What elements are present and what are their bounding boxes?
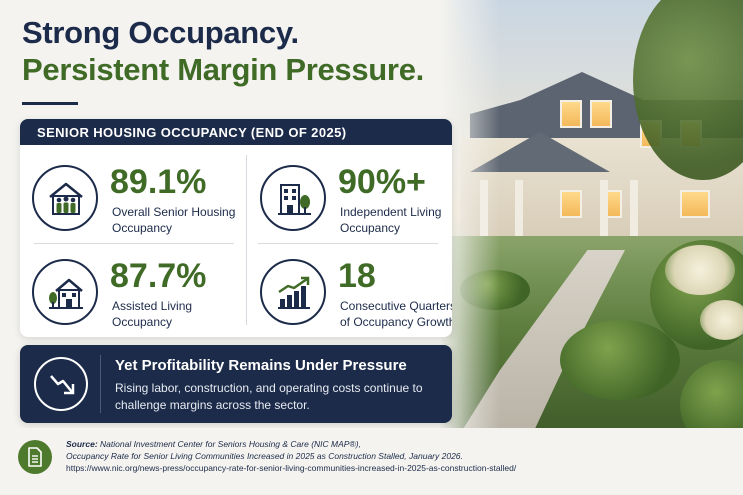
building-tree-icon (260, 165, 326, 231)
hero-photo (440, 0, 743, 440)
stat-consecutive-quarters: 18 Consecutive Quarters of Occupancy Gro… (248, 243, 452, 333)
document-icon (18, 440, 52, 474)
divider (100, 355, 101, 413)
title-underline (22, 102, 78, 105)
stat-label: Overall Senior Housing Occupancy (112, 205, 236, 235)
source-footer: Source: National Investment Center for S… (0, 428, 743, 495)
stat-value: 89.1% (110, 163, 207, 201)
home-tree-icon (32, 259, 98, 325)
page-title: Strong Occupancy. Persistent Margin Pres… (22, 14, 462, 88)
stat-label: Independent Living Occupancy (340, 205, 442, 235)
stat-value: 18 (338, 257, 376, 295)
stat-independent-living: 90%+ Independent Living Occupancy (248, 149, 452, 239)
stat-label: Consecutive Quarters of Occupancy Growth (340, 299, 452, 329)
occupancy-panel: SENIOR HOUSING OCCUPANCY (END OF 2025) 8… (20, 119, 452, 337)
family-house-icon (32, 165, 98, 231)
source-text: Source: National Investment Center for S… (66, 438, 736, 474)
source-lead: Source: (66, 439, 98, 449)
stat-value: 90%+ (338, 163, 426, 201)
stat-label: Assisted Living Occupancy (112, 299, 193, 329)
stat-assisted-living: 87.7% Assisted Living Occupancy (20, 243, 230, 333)
divider (246, 155, 247, 325)
stat-value: 87.7% (110, 257, 207, 295)
banner-body: Rising labor, construction, and operatin… (115, 381, 423, 412)
stat-overall-occupancy: 89.1% Overall Senior Housing Occupancy (20, 149, 235, 239)
profitability-banner: Yet Profitability Remains Under Pressure… (20, 345, 452, 423)
panel-title: SENIOR HOUSING OCCUPANCY (END OF 2025) (20, 119, 452, 145)
headline-line-2: Persistent Margin Pressure. (22, 52, 424, 87)
banner-title: Yet Profitability Remains Under Pressure (115, 357, 407, 374)
trend-down-icon (34, 357, 88, 411)
divider (258, 243, 438, 244)
divider (34, 243, 234, 244)
source-url-link[interactable]: https://www.nic.org/news-press/occupancy… (66, 463, 517, 473)
bar-chart-growth-icon (260, 259, 326, 325)
headline-line-1: Strong Occupancy. (22, 15, 299, 50)
source-line-2: Occupancy Rate for Senior Living Communi… (66, 451, 463, 461)
source-line-1: National Investment Center for Seniors H… (97, 439, 361, 449)
